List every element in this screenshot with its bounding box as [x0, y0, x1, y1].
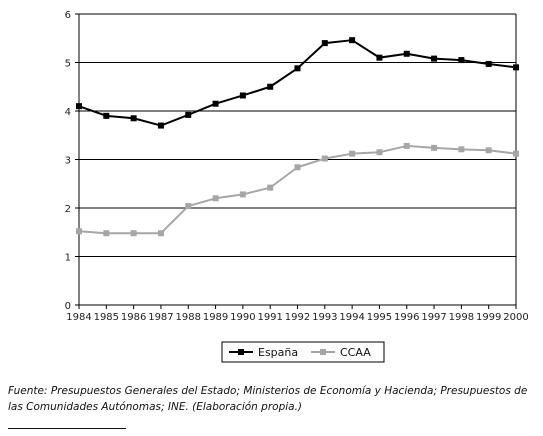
data-point-espa-a	[157, 122, 164, 129]
x-tick-label: 1988	[176, 312, 201, 323]
legend: España CCAA	[221, 341, 385, 363]
x-tick-label: 1996	[394, 312, 419, 323]
y-tick-label: 0	[65, 301, 71, 312]
x-tick-label: 1991	[257, 312, 282, 323]
data-point-ccaa	[376, 149, 383, 156]
gridlines	[79, 13, 516, 257]
legend-box	[221, 341, 385, 363]
x-tick-label: 1998	[449, 312, 474, 323]
data-point-ccaa	[403, 142, 410, 149]
x-tick-label: 1990	[230, 312, 255, 323]
data-point-espa-a	[103, 112, 110, 119]
data-point-ccaa	[212, 195, 219, 202]
legend-label-ccaa: CCAA	[340, 346, 371, 359]
data-point-ccaa	[513, 150, 519, 157]
source-note: Fuente: Presupuestos Generales del Estad…	[8, 385, 528, 413]
data-point-espa-a	[212, 100, 219, 107]
data-point-ccaa	[239, 191, 246, 198]
data-point-ccaa	[185, 203, 192, 210]
data-point-espa-a	[76, 103, 82, 110]
x-tick-label: 2000	[503, 312, 528, 323]
x-tick-label: 1997	[421, 312, 446, 323]
data-point-espa-a	[403, 50, 410, 57]
y-tick-label: 2	[65, 204, 71, 215]
x-tick-label: 1986	[121, 312, 146, 323]
legend-label-espa-a: España	[258, 346, 298, 359]
data-point-ccaa	[103, 230, 110, 237]
data-point-espa-a	[431, 55, 438, 62]
data-point-ccaa	[294, 164, 301, 171]
series-lines	[76, 37, 519, 237]
data-point-espa-a	[376, 54, 383, 61]
legend-marker-ccaa	[320, 349, 326, 355]
legend-marker-espa-a	[238, 349, 244, 355]
data-point-espa-a	[130, 115, 137, 122]
x-tick-label: 1994	[339, 312, 364, 323]
data-point-espa-a	[239, 92, 246, 99]
data-point-ccaa	[431, 144, 438, 151]
x-tick-label: 1989	[203, 312, 228, 323]
y-tick-label: 3	[65, 156, 71, 167]
data-point-ccaa	[349, 150, 356, 157]
data-point-espa-a	[458, 57, 465, 64]
data-point-ccaa	[267, 184, 274, 191]
data-point-espa-a	[485, 60, 492, 67]
data-point-ccaa	[130, 230, 137, 237]
data-point-ccaa	[458, 146, 465, 153]
x-tick-label: 1992	[285, 312, 310, 323]
series-line-espa-a	[78, 39, 517, 127]
data-point-espa-a	[294, 65, 301, 72]
data-point-espa-a	[349, 37, 356, 44]
x-tick-label: 1995	[367, 312, 392, 323]
footnote-rule	[8, 428, 126, 429]
y-tick-label: 1	[65, 253, 71, 264]
y-tick-label: 6	[65, 10, 71, 21]
data-point-espa-a	[513, 64, 519, 71]
x-tick-label: 1999	[476, 312, 501, 323]
x-tick-label: 1987	[148, 312, 173, 323]
data-point-ccaa	[485, 147, 492, 154]
x-tick-label: 1984	[66, 312, 91, 323]
legend-items: España CCAA	[229, 346, 371, 359]
x-tick-label: 1985	[94, 312, 119, 323]
data-point-ccaa	[76, 228, 82, 235]
data-point-ccaa	[321, 155, 328, 162]
y-tick-label: 5	[65, 59, 71, 70]
data-point-ccaa	[157, 230, 164, 237]
data-point-espa-a	[267, 83, 274, 90]
data-point-espa-a	[185, 111, 192, 118]
data-point-espa-a	[321, 40, 328, 47]
x-tick-label: 1993	[312, 312, 337, 323]
y-tick-label: 4	[65, 107, 71, 118]
